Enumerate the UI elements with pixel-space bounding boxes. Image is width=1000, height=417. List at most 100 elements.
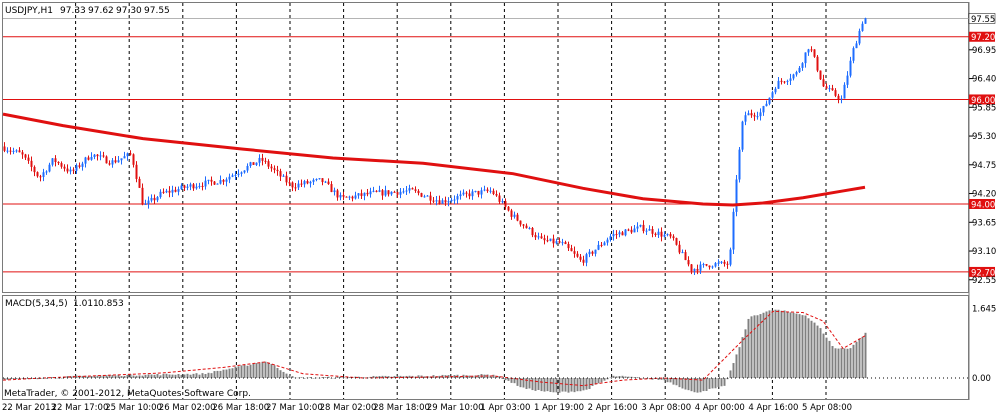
macd-bar: [324, 377, 327, 378]
macd-bar: [840, 348, 843, 378]
macd-bar: [849, 348, 852, 378]
macd-bar: [234, 366, 237, 378]
candle-body: [588, 251, 591, 255]
macd-bar: [468, 375, 471, 378]
candle-body: [735, 179, 738, 212]
macd-bar: [75, 375, 78, 378]
candle-body: [474, 190, 477, 192]
candle-body: [837, 95, 840, 100]
macd-bar: [609, 377, 612, 379]
candle-body: [447, 201, 450, 203]
candle-body: [363, 192, 366, 196]
candle-body: [741, 121, 744, 150]
macd-bar: [750, 316, 753, 378]
macd-bar: [576, 378, 579, 392]
macd-bar: [489, 375, 492, 378]
time-label: 1 Apr 19:00: [534, 403, 584, 413]
macd-bar: [831, 346, 834, 378]
candle-body: [669, 234, 672, 237]
macd-bar: [852, 344, 855, 378]
macd-bar: [21, 378, 24, 379]
candle-body: [372, 190, 375, 192]
candle-body: [234, 174, 237, 176]
candle-body: [339, 194, 342, 198]
candle-body: [192, 184, 195, 189]
macd-bar: [195, 373, 198, 378]
macd-bar: [345, 377, 348, 379]
candle-body: [6, 150, 9, 152]
macd-axis: 1.645 0.00: [972, 305, 996, 384]
candle-body: [651, 228, 654, 234]
candle-body: [303, 181, 306, 185]
candle-body: [495, 194, 498, 196]
macd-bar: [216, 370, 219, 378]
macd-bar: [543, 378, 546, 392]
ohlc-open: 97.33: [60, 6, 86, 16]
candle-body: [216, 183, 219, 185]
candle-body: [441, 200, 444, 204]
ohlc-close: 97.55: [144, 6, 170, 16]
candle-body: [561, 242, 564, 244]
candle-body: [753, 115, 756, 117]
candle-body: [585, 254, 588, 263]
candle-body: [282, 175, 285, 177]
candle-body: [348, 196, 351, 198]
macd-bar: [141, 375, 144, 378]
macd-bar: [789, 312, 792, 378]
macd-bar: [810, 320, 813, 378]
candle-body: [105, 156, 108, 164]
macd-bar: [222, 369, 225, 378]
macd-bar: [375, 376, 378, 378]
macd-bar: [99, 375, 102, 378]
macd-bar: [246, 365, 249, 378]
candle-body: [267, 161, 270, 167]
macd-bar: [573, 378, 576, 393]
macd-bar: [66, 375, 69, 378]
candle-body: [213, 181, 216, 185]
candle-body: [819, 70, 822, 80]
macd-bar: [408, 375, 411, 378]
candle-body: [597, 244, 600, 250]
macd-bar: [771, 310, 774, 378]
macd-bar: [231, 368, 234, 378]
macd-bar: [675, 378, 678, 386]
candle-body: [315, 178, 318, 180]
candle-body: [78, 165, 81, 167]
macd-bar: [735, 354, 738, 378]
candle-body: [162, 191, 165, 193]
price-label: 94.20: [972, 190, 996, 200]
macd-bar: [261, 361, 264, 378]
candle-body: [123, 156, 126, 159]
macd-bar: [618, 376, 621, 378]
macd-bar: [507, 378, 510, 381]
candle-body: [852, 48, 855, 61]
candle-body: [603, 242, 606, 246]
macd-bar: [153, 374, 156, 378]
macd-bar: [483, 374, 486, 378]
level-label: 94.00: [971, 200, 995, 210]
macd-bar: [693, 378, 696, 393]
macd-bar: [279, 370, 282, 378]
macd-bar: [801, 315, 804, 378]
time-label: 3 Apr 08:00: [641, 403, 691, 413]
candle-body: [126, 153, 129, 157]
level-tag: [969, 94, 995, 105]
candle-body: [654, 233, 657, 235]
level-label: 96.00: [971, 96, 995, 106]
candle-body: [108, 163, 111, 165]
candle-body: [642, 224, 645, 232]
candle-body: [543, 238, 546, 241]
candle-body: [324, 181, 327, 183]
candle-body: [696, 268, 699, 271]
candle-body: [858, 30, 861, 44]
macd-bar: [249, 364, 252, 378]
candle-body: [264, 160, 267, 162]
candle-body: [480, 190, 483, 195]
candle-body: [57, 161, 60, 164]
macd-bar: [732, 363, 735, 378]
candle-body: [243, 170, 246, 173]
candle-body: [207, 179, 210, 181]
time-label: 28 Mar 18:00: [373, 403, 430, 413]
